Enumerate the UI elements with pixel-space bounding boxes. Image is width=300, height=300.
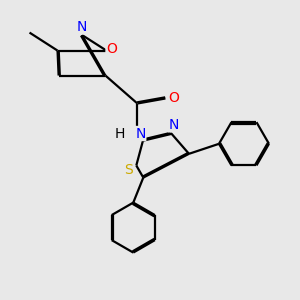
Text: N: N	[169, 118, 179, 132]
Text: N: N	[77, 20, 87, 34]
Text: O: O	[168, 92, 179, 106]
Text: N: N	[135, 127, 146, 140]
Text: O: O	[106, 42, 117, 56]
Text: S: S	[124, 164, 133, 178]
Text: H: H	[115, 127, 125, 140]
